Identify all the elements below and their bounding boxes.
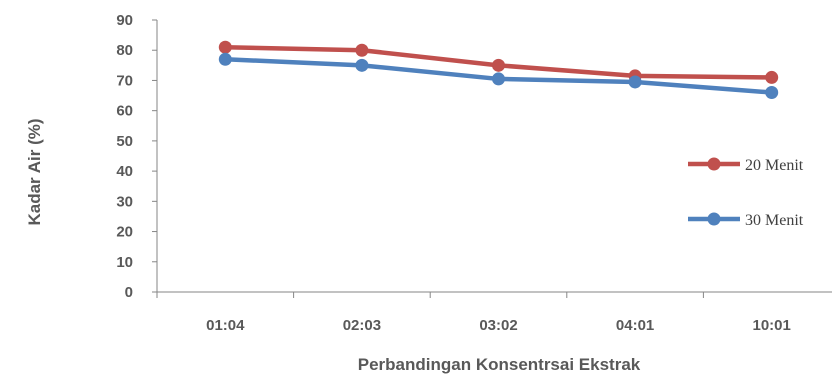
data-point [218,52,232,66]
y-tick-label: 60 [116,103,133,120]
legend: 20 Menit 30 Menit [688,157,804,229]
data-point [765,70,779,84]
y-axis-title: Kadar Air (%) [25,118,44,225]
x-axis-title: Perbandingan Konsentrsai Ekstrak [358,355,641,374]
x-tick-label: 03:02 [479,317,517,334]
y-tick-label: 30 [116,193,133,210]
plot-area [218,40,779,100]
legend-swatch-marker [707,157,721,171]
y-tick-label: 0 [125,284,133,301]
x-tick-label: 10:01 [753,317,791,334]
x-tick-label: 01:04 [206,317,245,334]
legend-label: 30 Menit [745,212,804,229]
y-tick-label: 50 [116,133,133,150]
data-point [628,75,642,89]
y-tick-label: 90 [116,12,133,29]
y-tick-label: 80 [116,42,133,59]
data-point [218,40,232,54]
x-tick-label: 02:03 [343,317,381,334]
y-tick-label: 40 [116,163,133,180]
data-point [492,72,505,86]
data-point [492,58,505,72]
data-point [355,58,369,72]
y-tick-label: 70 [116,72,133,89]
y-tick-label: 10 [116,254,133,271]
x-tick-label: 04:01 [616,317,654,334]
x-axis: 01:04 02:03 03:02 04:01 10:01 [156,291,832,334]
legend-swatch-marker [707,212,721,226]
y-axis: 0 10 20 30 40 50 60 70 80 90 [116,12,158,301]
data-point [355,43,369,57]
data-point [765,86,779,100]
legend-label: 20 Menit [745,157,804,174]
y-tick-label: 20 [116,224,133,241]
